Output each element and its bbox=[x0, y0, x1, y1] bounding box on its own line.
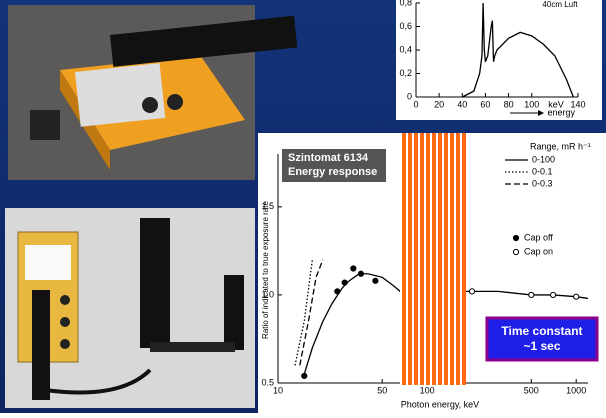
x-tick-label: 60 bbox=[480, 99, 490, 109]
x-tick-label: 80 bbox=[504, 99, 514, 109]
slide: 00,20,40,60,802040608010014040cm LuftkeV… bbox=[0, 0, 606, 413]
label-text: Szintomat 6134 bbox=[288, 152, 369, 164]
legend-label: 0-100 bbox=[532, 154, 555, 164]
legend-swatch bbox=[513, 235, 518, 240]
x-tick-label: 100 bbox=[524, 99, 539, 109]
y-tick-label: 0,4 bbox=[399, 44, 412, 54]
y-tick-label: 0,8 bbox=[399, 0, 412, 7]
data-point bbox=[469, 289, 474, 294]
data-point bbox=[550, 292, 555, 297]
photo-bottom bbox=[5, 208, 255, 408]
x-tick-label: 10 bbox=[273, 385, 283, 395]
y-axis-label: Ratio of indicated to true exposure rate bbox=[261, 201, 270, 339]
x-tick-label: 0 bbox=[413, 99, 418, 109]
highlight-band bbox=[400, 133, 466, 385]
legend-label: Cap on bbox=[524, 246, 553, 256]
photo-top bbox=[8, 5, 297, 180]
y-tick-label: 0,2 bbox=[399, 68, 412, 78]
data-point bbox=[529, 292, 534, 297]
legend-label: 0-0.3 bbox=[532, 178, 553, 188]
data-point bbox=[342, 280, 347, 285]
x-tick-label: 40 bbox=[457, 99, 467, 109]
data-point bbox=[574, 294, 579, 299]
data-point bbox=[302, 373, 307, 378]
x-tick-label: 20 bbox=[434, 99, 444, 109]
data-point bbox=[358, 271, 363, 276]
note-text: ~1 sec bbox=[523, 339, 560, 353]
legend-label: Cap off bbox=[524, 232, 553, 242]
data-point bbox=[335, 289, 340, 294]
data-point bbox=[351, 266, 356, 271]
data-point bbox=[373, 278, 378, 283]
label-text: Energy response bbox=[288, 166, 377, 178]
x-tick-label: 500 bbox=[524, 385, 539, 395]
y-tick-label: 0,6 bbox=[399, 21, 412, 31]
x-tick-label: 1000 bbox=[566, 385, 586, 395]
x-axis-label: Photon energy, keV bbox=[401, 399, 479, 409]
x-axis-label: energy bbox=[547, 107, 575, 117]
legend-title: Range, mR h⁻¹ bbox=[530, 141, 591, 151]
legend-label: 0-0.1 bbox=[532, 166, 553, 176]
y-tick-label: 0 bbox=[407, 91, 412, 101]
x-tick-label: 50 bbox=[377, 385, 387, 395]
legend-swatch bbox=[513, 249, 518, 254]
annotation: 40cm Luft bbox=[542, 0, 578, 9]
note-text: Time constant bbox=[501, 324, 582, 338]
x-tick-label: 100 bbox=[420, 385, 435, 395]
